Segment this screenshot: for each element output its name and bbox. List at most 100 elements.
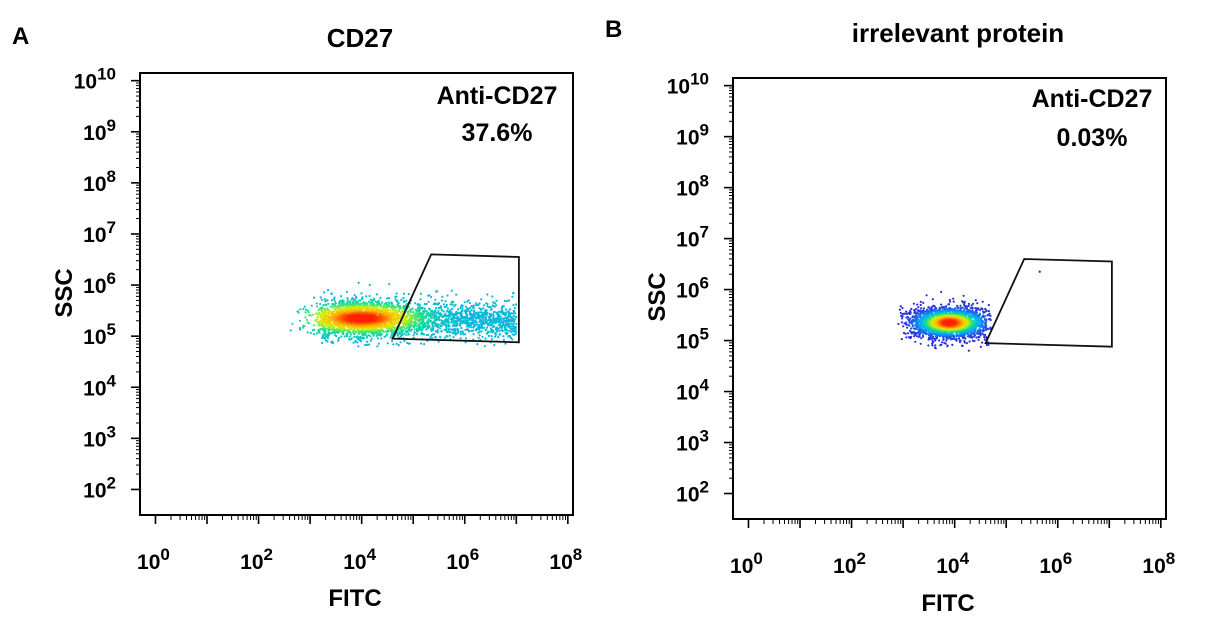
event-dot xyxy=(322,335,324,337)
event-dot xyxy=(386,333,388,335)
event-dot xyxy=(310,332,312,334)
event-dot xyxy=(972,340,974,342)
event-dot xyxy=(334,334,336,336)
event-dot xyxy=(460,315,462,317)
event-dot xyxy=(449,335,451,337)
event-dot xyxy=(290,329,292,331)
tick-label: 104 xyxy=(83,371,116,400)
tick-label: 106 xyxy=(446,545,479,574)
event-dot xyxy=(320,328,322,330)
event-dot xyxy=(979,328,981,330)
event-dot xyxy=(376,345,378,347)
event-dot xyxy=(413,312,415,314)
event-dot xyxy=(430,310,432,312)
event-dot xyxy=(415,311,417,313)
event-dot xyxy=(306,319,308,321)
event-dot xyxy=(324,300,326,302)
event-dot xyxy=(495,327,497,329)
tick-label: 1010 xyxy=(74,65,116,94)
event-dot xyxy=(473,333,475,335)
event-dot xyxy=(437,303,439,305)
event-dot xyxy=(403,293,405,295)
event-dot xyxy=(515,316,517,318)
event-dot xyxy=(469,302,471,304)
event-dot xyxy=(945,340,947,342)
event-dot xyxy=(446,310,448,312)
event-dot xyxy=(502,313,504,315)
event-dot xyxy=(386,297,388,299)
event-dot xyxy=(953,301,955,303)
event-dot xyxy=(477,304,479,306)
event-dot xyxy=(968,303,970,305)
event-dot xyxy=(417,304,419,306)
event-dot xyxy=(927,344,929,346)
event-dot xyxy=(344,335,346,337)
event-dot xyxy=(506,300,508,302)
event-dot xyxy=(509,308,511,310)
event-dot xyxy=(932,298,934,300)
event-dot xyxy=(949,301,951,303)
gate-label: Anti-CD27 xyxy=(437,82,558,110)
event-dot xyxy=(972,303,974,305)
event-dot xyxy=(407,326,409,328)
event-dot xyxy=(905,311,907,313)
event-dot xyxy=(318,309,320,311)
event-dot xyxy=(299,327,301,329)
event-dot xyxy=(502,317,504,319)
event-dot xyxy=(897,323,899,325)
event-dot xyxy=(366,344,368,346)
event-dot xyxy=(394,296,396,298)
event-dot xyxy=(398,344,400,346)
event-dot xyxy=(475,304,477,306)
event-dot xyxy=(452,328,454,330)
event-dot xyxy=(387,342,389,344)
event-dot xyxy=(982,301,984,303)
event-dot xyxy=(901,338,903,340)
event-dot xyxy=(341,305,343,307)
event-dot xyxy=(494,332,496,334)
event-dot xyxy=(901,317,903,319)
event-dot xyxy=(986,344,988,346)
event-dot xyxy=(508,330,510,332)
event-dot xyxy=(515,303,517,305)
event-dot xyxy=(465,312,467,314)
event-dot xyxy=(434,336,436,338)
event-dot xyxy=(299,308,301,310)
event-dot xyxy=(910,336,912,338)
event-dot xyxy=(316,332,318,334)
event-dot xyxy=(484,337,486,339)
event-dot xyxy=(903,313,905,315)
event-dot xyxy=(402,325,404,327)
event-dot xyxy=(456,323,458,325)
event-dot xyxy=(471,320,473,322)
event-dot xyxy=(402,297,404,299)
event-dot xyxy=(354,340,356,342)
event-dot xyxy=(961,345,963,347)
event-dot xyxy=(940,344,942,346)
event-dot xyxy=(338,337,340,339)
event-dot xyxy=(307,331,309,333)
event-dot xyxy=(405,330,407,332)
event-dot xyxy=(349,331,351,333)
event-dot xyxy=(390,310,392,312)
event-dot xyxy=(959,305,961,307)
event-dot xyxy=(399,331,401,333)
event-dot xyxy=(920,343,922,345)
event-dot xyxy=(441,300,443,302)
event-dot xyxy=(305,311,307,313)
event-dot xyxy=(408,318,410,320)
event-dot xyxy=(308,311,310,313)
event-dot xyxy=(513,315,515,317)
event-dot xyxy=(322,334,324,336)
event-dot xyxy=(488,316,490,318)
event-dot xyxy=(462,332,464,334)
event-dot xyxy=(947,303,949,305)
event-dot xyxy=(476,315,478,317)
event-dot xyxy=(906,327,908,329)
event-dot xyxy=(900,312,902,314)
event-dot xyxy=(317,318,319,320)
event-dot xyxy=(323,291,325,293)
event-dot xyxy=(460,327,462,329)
